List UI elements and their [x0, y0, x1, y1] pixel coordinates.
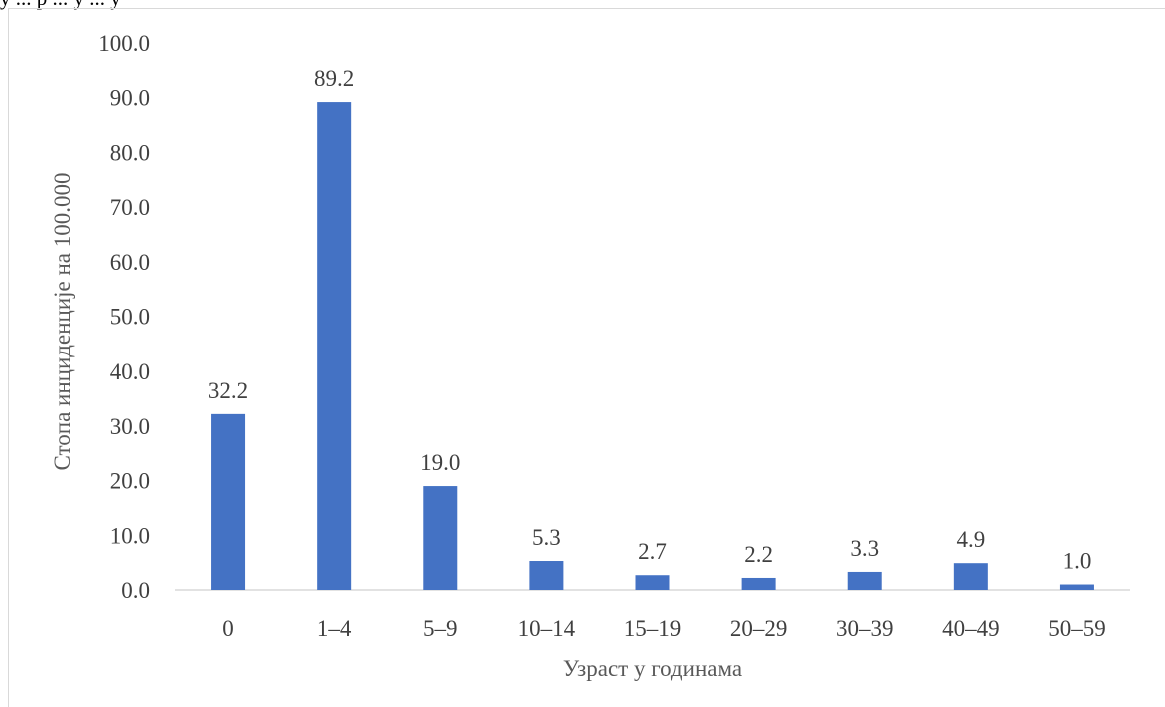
- x-tick-label: 10–14: [518, 616, 576, 641]
- x-tick-label: 20–29: [730, 616, 788, 641]
- data-label: 1.0: [1063, 549, 1092, 574]
- bar-5–9: [423, 486, 458, 590]
- data-label: 2.7: [638, 539, 667, 564]
- bar-10–14: [529, 561, 564, 590]
- y-tick-label: 20.0: [110, 469, 150, 494]
- data-label: 2.2: [744, 542, 773, 567]
- y-tick-label: 40.0: [110, 359, 150, 384]
- data-label: 89.2: [314, 66, 354, 91]
- bar-20–29: [741, 577, 776, 590]
- bar-1–4: [317, 102, 352, 591]
- bar-30–39: [847, 571, 882, 590]
- x-tick-label: 1–4: [317, 616, 352, 641]
- bars-group: [211, 102, 1094, 591]
- data-label: 4.9: [956, 527, 985, 552]
- x-tick-label: 30–39: [836, 616, 894, 641]
- bar-15–19: [635, 575, 670, 590]
- cropped-caption-text: у ... р ... у ... у: [0, 0, 121, 10]
- y-tick-label: 80.0: [110, 140, 150, 165]
- bar-0: [211, 413, 246, 590]
- data-label: 5.3: [532, 525, 561, 550]
- x-axis-ticks: 0 1–4 5–9 10–14 15–19 20–29 30–39 40–49 50–59: [222, 616, 1105, 641]
- y-tick-label: 90.0: [110, 86, 150, 111]
- bar-40–49: [953, 563, 988, 590]
- y-axis-title: Стопа инциденције на 100.000: [50, 173, 75, 471]
- y-tick-label: 70.0: [110, 195, 150, 220]
- data-labels-group: 32.2 89.2 19.0 5.3 2.7 2.2 3.3 4.9 1.0: [208, 66, 1091, 573]
- data-label: 3.3: [850, 536, 879, 561]
- x-tick-label: 0: [222, 616, 234, 641]
- y-tick-label: 50.0: [110, 305, 150, 330]
- data-label: 32.2: [208, 378, 248, 403]
- data-label: 19.0: [420, 450, 460, 475]
- x-axis-title: Узраст у годинама: [563, 656, 742, 681]
- y-tick-label: 60.0: [110, 250, 150, 275]
- chart-frame: [8, 8, 1165, 707]
- x-tick-label: 40–49: [942, 616, 1000, 641]
- bar-50–59: [1059, 584, 1094, 590]
- y-tick-label: 100.0: [98, 31, 150, 56]
- y-tick-label: 10.0: [110, 523, 150, 548]
- y-tick-label: 0.0: [121, 578, 150, 603]
- y-tick-label: 30.0: [110, 414, 150, 439]
- x-tick-label: 15–19: [624, 616, 682, 641]
- x-tick-label: 50–59: [1048, 616, 1106, 641]
- y-axis-ticks: 0.0 10.0 20.0 30.0 40.0 50.0 60.0 70.0 80.0 90.0 1…: [98, 31, 150, 603]
- x-tick-label: 5–9: [423, 616, 458, 641]
